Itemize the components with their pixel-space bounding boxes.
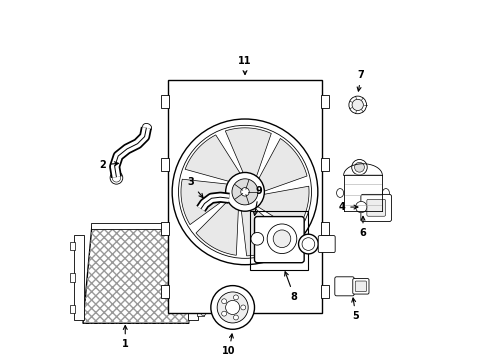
Circle shape <box>200 257 206 263</box>
Bar <box>250 211 308 270</box>
Polygon shape <box>196 199 239 255</box>
Circle shape <box>273 230 291 248</box>
Text: 3: 3 <box>187 177 203 198</box>
Circle shape <box>298 234 318 254</box>
Bar <box>197 256 204 264</box>
Ellipse shape <box>337 189 343 197</box>
Circle shape <box>172 119 318 265</box>
FancyBboxPatch shape <box>335 277 354 296</box>
Polygon shape <box>185 135 241 182</box>
Bar <box>197 274 204 281</box>
Circle shape <box>349 96 367 114</box>
Bar <box>70 273 75 282</box>
Circle shape <box>211 285 254 329</box>
Bar <box>161 222 169 234</box>
Text: 2: 2 <box>99 160 119 170</box>
Circle shape <box>200 275 206 280</box>
Text: 10: 10 <box>222 334 236 356</box>
Circle shape <box>232 179 258 205</box>
Bar <box>321 158 329 171</box>
Bar <box>197 292 204 299</box>
Ellipse shape <box>143 123 151 131</box>
Bar <box>70 242 75 250</box>
FancyBboxPatch shape <box>355 281 367 292</box>
Text: 1: 1 <box>122 325 128 350</box>
FancyBboxPatch shape <box>254 217 304 263</box>
Polygon shape <box>181 179 229 225</box>
Circle shape <box>233 295 239 300</box>
Ellipse shape <box>226 196 233 202</box>
Circle shape <box>241 188 249 196</box>
Polygon shape <box>83 227 197 323</box>
Text: 8: 8 <box>285 272 298 302</box>
Circle shape <box>221 299 226 304</box>
Text: 11: 11 <box>238 56 252 75</box>
FancyBboxPatch shape <box>367 199 386 216</box>
Bar <box>188 235 198 320</box>
FancyBboxPatch shape <box>318 235 335 252</box>
Circle shape <box>200 239 206 245</box>
Circle shape <box>355 162 365 172</box>
FancyBboxPatch shape <box>353 279 369 294</box>
Bar <box>321 222 329 234</box>
Bar <box>161 285 169 298</box>
FancyBboxPatch shape <box>361 194 392 221</box>
Circle shape <box>221 311 226 316</box>
Circle shape <box>241 305 245 310</box>
Text: 7: 7 <box>357 70 365 91</box>
Text: 6: 6 <box>360 216 367 238</box>
Polygon shape <box>256 186 309 230</box>
Circle shape <box>110 171 123 184</box>
Ellipse shape <box>382 189 390 197</box>
Polygon shape <box>225 128 271 178</box>
Circle shape <box>112 174 121 182</box>
Bar <box>91 223 198 229</box>
Bar <box>161 158 169 171</box>
Bar <box>70 305 75 314</box>
Bar <box>321 95 329 108</box>
Bar <box>168 80 322 313</box>
Text: 5: 5 <box>352 298 359 321</box>
Bar <box>74 235 84 320</box>
Text: 4: 4 <box>339 202 358 212</box>
Circle shape <box>352 99 364 111</box>
Circle shape <box>352 159 367 175</box>
Circle shape <box>225 172 265 211</box>
Polygon shape <box>241 207 289 256</box>
Text: 9: 9 <box>253 186 263 215</box>
Circle shape <box>267 224 297 253</box>
Bar <box>321 285 329 298</box>
Circle shape <box>200 310 206 316</box>
Circle shape <box>225 300 240 315</box>
Circle shape <box>251 233 264 245</box>
Circle shape <box>356 202 367 213</box>
Bar <box>197 309 204 316</box>
Bar <box>197 239 204 246</box>
Ellipse shape <box>197 206 203 213</box>
Circle shape <box>200 292 206 298</box>
Circle shape <box>233 315 239 320</box>
Polygon shape <box>258 139 307 192</box>
Bar <box>161 95 169 108</box>
Circle shape <box>217 292 248 323</box>
